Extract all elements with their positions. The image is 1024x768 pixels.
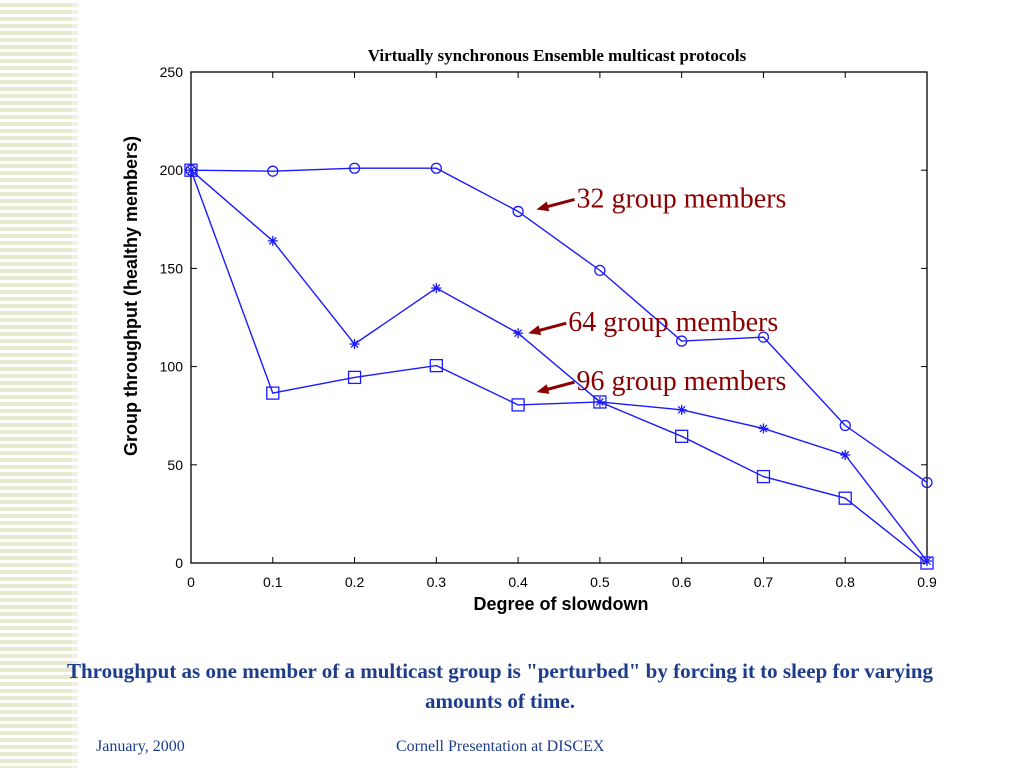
star-stroke [514, 329, 523, 338]
x-tick-label: 0.1 [263, 574, 283, 590]
data-point-star [513, 328, 524, 339]
data-point-square [511, 398, 525, 412]
footer-presentation: Cornell Presentation at DISCEX [396, 738, 605, 755]
annotation-label: 64 group members [568, 307, 778, 338]
data-point-square [347, 370, 362, 385]
annotation-arrow-head [536, 384, 550, 394]
plot-frame [190, 71, 928, 564]
x-tick-label: 0.8 [835, 574, 855, 590]
star-stroke [759, 424, 768, 433]
data-point-circle [839, 419, 851, 432]
star-stroke [841, 451, 850, 459]
star-stroke [350, 340, 359, 348]
series-line-star [190, 169, 928, 562]
annotation-arrow-head [536, 201, 550, 212]
data-point-circle [430, 162, 442, 174]
x-tick-label: 0.4 [508, 574, 528, 590]
series-line-square [190, 169, 928, 564]
annotation-label: 32 group members [576, 183, 786, 214]
decorative-stripes-edge [72, 0, 78, 768]
data-point-circle [921, 476, 933, 489]
y-axis-label: Group throughput (healthy members) [121, 136, 141, 456]
annotation-arrow-head [528, 325, 542, 335]
data-point-star [840, 449, 851, 460]
star-stroke [268, 236, 277, 245]
y-tick-label: 200 [160, 162, 184, 178]
data-point-star [676, 404, 687, 415]
x-tick-label: 0.6 [672, 574, 692, 590]
x-tick-label: 0.9 [917, 574, 937, 590]
annotation-arrow-line [544, 380, 575, 392]
data-point-circle [676, 335, 688, 347]
footer-date: January, 2000 [96, 738, 185, 755]
data-point-circle [267, 165, 279, 177]
annotation-layer: 32 group members 64 group members 96 group… [528, 183, 786, 397]
data-point-star [431, 283, 442, 294]
data-point-square [429, 358, 443, 373]
data-point-circle [348, 162, 361, 174]
x-axis-label: Degree of slowdown [473, 594, 648, 614]
data-point-circle [757, 331, 770, 343]
decorative-stripes [0, 0, 72, 768]
data-point-circle [594, 264, 606, 277]
annotation-arrow-line [544, 198, 575, 209]
data-point-square [593, 395, 607, 409]
data-point-square [838, 491, 852, 505]
series-line-circle [190, 167, 928, 484]
annotation-arrow-line [535, 321, 567, 333]
data-point-square [184, 163, 198, 177]
x-tick-label: 0.2 [345, 574, 365, 590]
x-tick-label: 0.7 [754, 574, 774, 590]
data-point-square [266, 386, 280, 400]
line-chart: Virtually synchronous Ensemble multicast… [121, 46, 937, 614]
star-stroke [677, 405, 686, 414]
x-tick-label: 0 [187, 574, 195, 590]
slide-caption: Throughput as one member of a multicast … [66, 659, 934, 713]
y-tick-label: 150 [160, 260, 184, 276]
x-tick-label: 0.5 [590, 574, 610, 590]
chart-title: Virtually synchronous Ensemble multicast… [368, 46, 747, 65]
x-tick-label: 0.3 [427, 574, 447, 590]
data-point-square [920, 556, 934, 570]
data-point-square [675, 429, 689, 443]
y-tick-label: 100 [160, 359, 184, 375]
star-stroke [432, 284, 441, 292]
data-point-circle [512, 205, 524, 218]
series-layer [184, 162, 934, 570]
data-point-star [349, 339, 360, 350]
data-point-star [267, 235, 278, 246]
y-tick-label: 250 [160, 64, 184, 80]
axis-ticks: 0 0.1 0.2 0.3 0.4 0.5 0.6 0.7 0.8 0.9 0 50 100 150 200… [160, 64, 937, 590]
y-tick-label: 50 [167, 457, 183, 473]
data-point-star [758, 423, 769, 434]
annotation-label: 96 group members [576, 366, 786, 397]
data-point-square [756, 469, 771, 484]
star-stroke [923, 557, 931, 565]
y-tick-label: 0 [175, 555, 183, 571]
